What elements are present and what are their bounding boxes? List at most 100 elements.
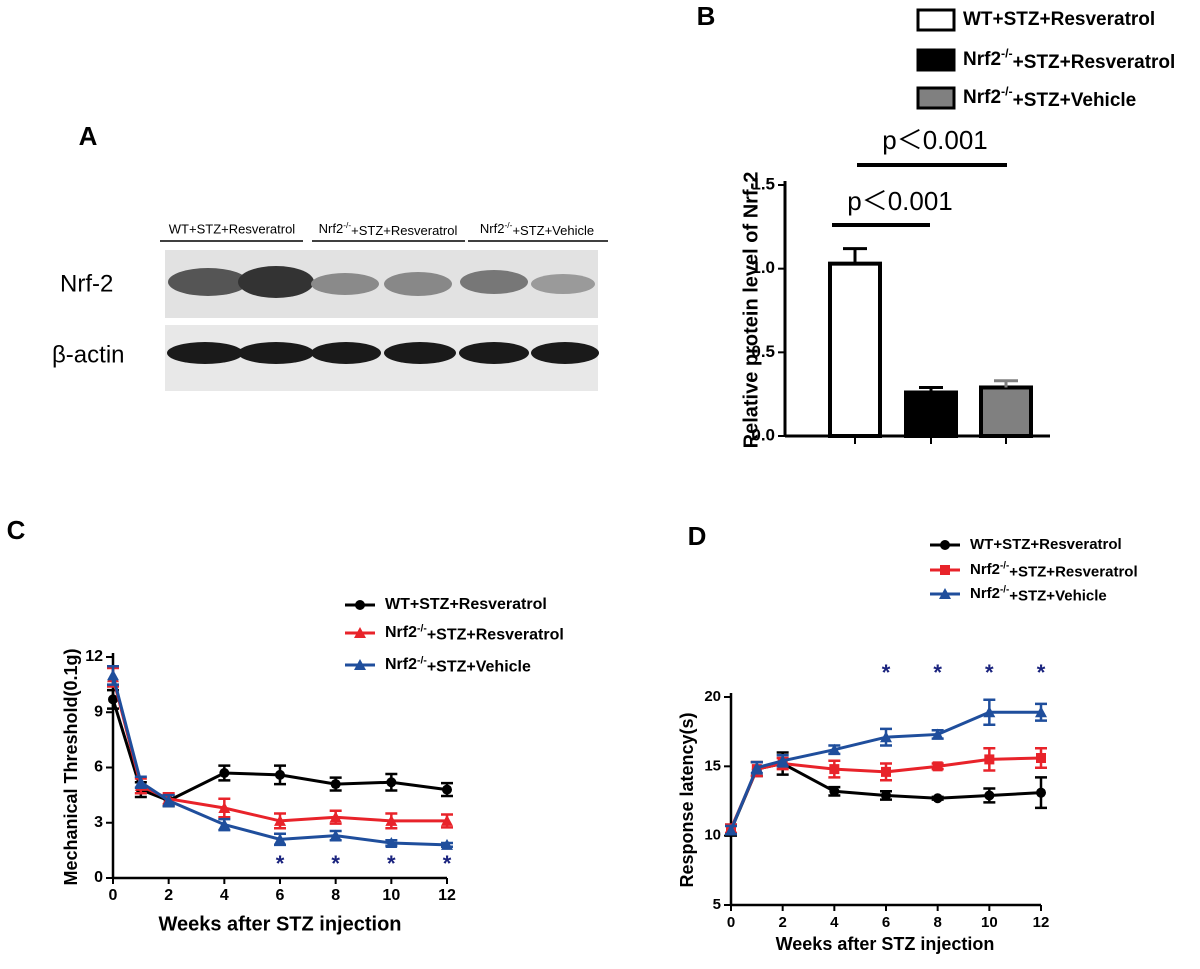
significance-star: * — [387, 851, 396, 876]
y-tick-label: 3 — [94, 814, 103, 831]
lane-label: WT+STZ+Resveratrol — [169, 221, 296, 236]
error-bar — [843, 247, 867, 264]
legend-label: Nrf2-/-+STZ+Resveratrol — [385, 623, 564, 644]
error-bar — [919, 385, 943, 393]
x-tick-label: 4 — [830, 914, 839, 931]
y-tick-label: 12 — [85, 648, 103, 665]
x-axis-title: Weeks after STZ injection — [776, 934, 995, 954]
panel-label: C — [7, 515, 26, 545]
panel-label: A — [79, 121, 98, 151]
marker — [880, 731, 892, 743]
panel-label: D — [688, 521, 707, 551]
x-tick-label: 6 — [882, 914, 890, 931]
marker — [107, 669, 119, 681]
marker — [274, 833, 286, 845]
marker — [940, 565, 950, 575]
p-value: p＜0.001 — [882, 125, 988, 155]
significance-star: * — [933, 660, 942, 685]
significance-star: * — [331, 851, 340, 876]
marker — [940, 540, 950, 550]
y-tick-label: 10 — [704, 827, 721, 844]
bar — [979, 385, 1033, 438]
x-axis-title: Weeks after STZ injection — [158, 913, 401, 935]
legend-label: Nrf2-/-+STZ+Resveratrol — [963, 47, 1175, 73]
marker — [219, 768, 230, 779]
marker — [441, 838, 453, 850]
marker — [881, 790, 891, 801]
marker — [329, 829, 342, 841]
marker — [829, 764, 840, 775]
y-tick-label: 9 — [94, 703, 103, 720]
marker — [776, 754, 789, 766]
error-bar — [994, 379, 1018, 388]
legend-label: WT+STZ+Resveratrol — [385, 596, 547, 613]
x-tick-label: 2 — [164, 887, 173, 904]
bar — [904, 390, 958, 439]
marker — [441, 814, 453, 826]
lane-label: Nrf2-/-+STZ+Vehicle — [480, 220, 594, 238]
y-tick-label: 15 — [704, 757, 721, 774]
marker — [939, 588, 951, 599]
x-tick-label: 4 — [220, 887, 229, 904]
marker — [134, 776, 147, 788]
x-tick-label: 8 — [933, 914, 941, 931]
significance-star: * — [882, 660, 891, 685]
marker — [386, 777, 397, 788]
legend-label: Nrf2-/-+STZ+Vehicle — [963, 85, 1136, 111]
x-tick-label: 8 — [331, 887, 340, 904]
marker — [218, 802, 231, 814]
series-line — [111, 698, 448, 803]
marker — [881, 766, 891, 777]
marker — [984, 790, 995, 801]
series-line — [729, 710, 1041, 831]
marker — [984, 754, 995, 765]
y-axis-title: Mechanical Threshold(0.1g) — [61, 648, 81, 885]
marker — [932, 793, 943, 804]
marker — [354, 627, 366, 638]
x-tick-label: 12 — [438, 887, 456, 904]
y-tick-label: 1.5 — [751, 174, 775, 193]
legend-label: Nrf2-/-+STZ+Resveratrol — [970, 560, 1138, 580]
legend-label: Nrf2-/-+STZ+Vehicle — [385, 655, 531, 676]
marker — [1036, 753, 1046, 764]
marker — [162, 794, 175, 806]
significance-star: * — [985, 660, 994, 685]
row-label: Nrf-2 — [60, 270, 113, 297]
p-value: p＜0.001 — [847, 186, 953, 216]
marker — [385, 837, 398, 849]
marker — [931, 728, 944, 740]
bands — [167, 266, 599, 364]
marker — [1035, 706, 1047, 718]
legend-swatch — [916, 48, 956, 72]
legend-swatch — [916, 86, 956, 110]
y-tick-label: 0.5 — [751, 342, 775, 361]
x-tick-label: 0 — [109, 887, 118, 904]
marker — [385, 814, 398, 826]
y-tick-label: 0 — [94, 869, 103, 886]
x-tick-label: 10 — [382, 887, 400, 904]
significance-star: * — [443, 851, 452, 876]
y-axis-title: Response latency(s) — [677, 712, 697, 887]
marker — [1036, 787, 1046, 798]
row-label: β-actin — [52, 341, 125, 368]
legend-label: Nrf2-/-+STZ+Vehicle — [970, 584, 1107, 604]
marker — [355, 600, 365, 610]
panel-label: B — [697, 1, 716, 31]
marker — [932, 761, 943, 772]
marker — [442, 784, 452, 795]
marker — [330, 779, 341, 790]
legend-label: WT+STZ+Resveratrol — [970, 536, 1122, 553]
marker — [828, 743, 841, 755]
marker — [983, 706, 996, 718]
legend-label: WT+STZ+Resveratrol — [963, 9, 1155, 30]
x-tick-label: 0 — [727, 914, 735, 931]
marker — [329, 811, 342, 823]
marker — [725, 824, 737, 836]
marker — [750, 761, 763, 773]
x-tick-label: 12 — [1033, 914, 1050, 931]
lane-label: Nrf2-/-+STZ+Resveratrol — [319, 220, 458, 238]
x-tick-label: 6 — [276, 887, 285, 904]
y-tick-label: 0.0 — [751, 425, 775, 444]
y-tick-label: 1.0 — [751, 258, 775, 277]
marker — [354, 659, 366, 670]
